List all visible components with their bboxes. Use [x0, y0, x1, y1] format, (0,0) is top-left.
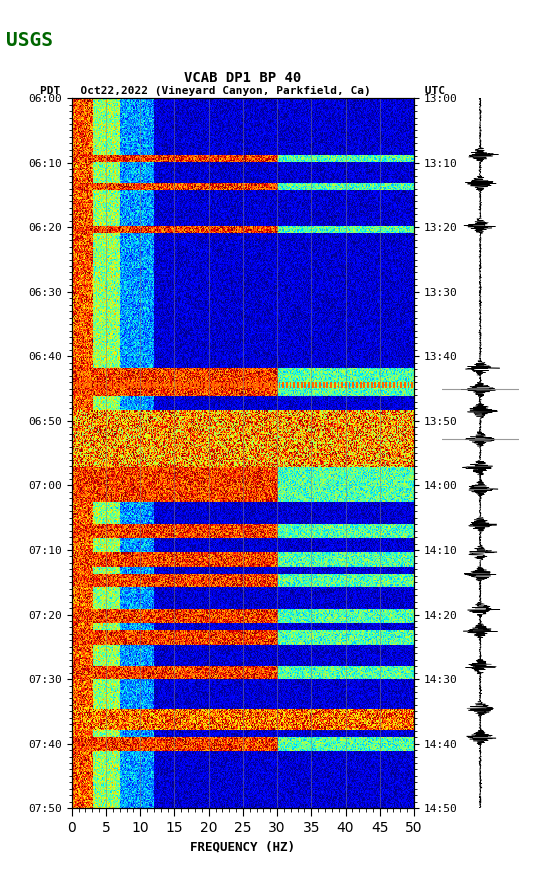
Text: USGS: USGS	[6, 31, 52, 50]
X-axis label: FREQUENCY (HZ): FREQUENCY (HZ)	[190, 841, 295, 854]
Text: PDT   Oct22,2022 (Vineyard Canyon, Parkfield, Ca)        UTC: PDT Oct22,2022 (Vineyard Canyon, Parkfie…	[40, 87, 445, 96]
Text: VCAB DP1 BP 40: VCAB DP1 BP 40	[184, 71, 301, 85]
